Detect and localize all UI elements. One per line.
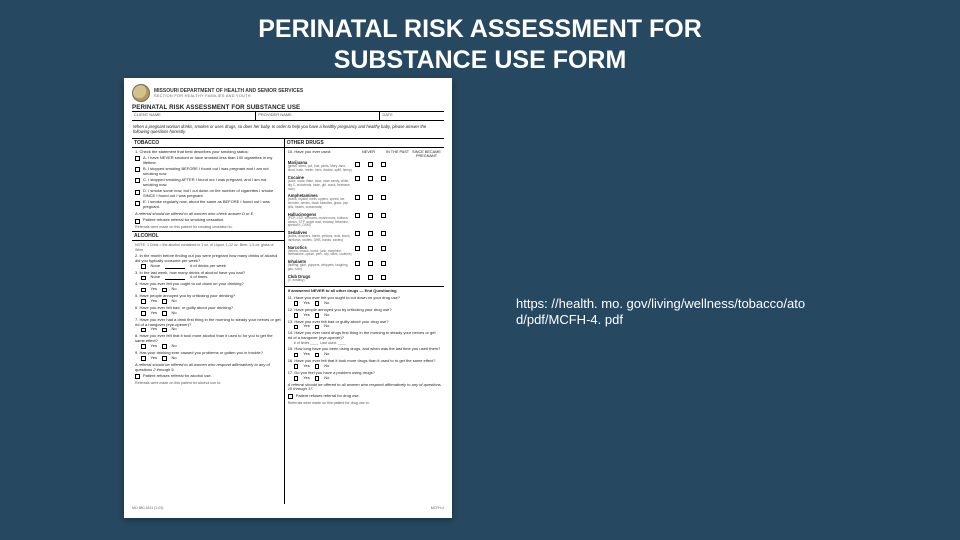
dept-name: MISSOURI DEPARTMENT OF HEALTH AND SENIOR… <box>154 88 303 94</box>
form-document: MISSOURI DEPARTMENT OF HEALTH AND SENIOR… <box>124 78 452 518</box>
col-preg: SINCE BECAME PREGNANT <box>412 150 441 159</box>
alc-referral: A referral should be offered to all wome… <box>135 363 281 373</box>
checkbox-icon <box>381 176 386 181</box>
date-cell: DATE <box>380 112 444 120</box>
alcohol-header: ALCOHOL <box>132 232 284 241</box>
client-name-cell: CLIENT NAME <box>132 112 256 120</box>
footer-right: MCFH-4 <box>431 506 444 510</box>
tobacco-opt: A. I have NEVER smoked or have smoked le… <box>143 156 281 166</box>
tobacco-opt: D. I smoke some now, but I cut down on t… <box>143 189 281 199</box>
state-seal-icon <box>132 84 150 102</box>
drug-row: Inhalants(huffing, glue, poppers, whippe… <box>288 259 441 272</box>
checkbox-icon <box>288 394 293 399</box>
tobacco-referral: A referral should be offered to all wome… <box>135 212 281 217</box>
tobacco-prompt: 1. Check the statement that best describ… <box>135 150 281 155</box>
col-past: IN THE PAST <box>383 150 412 159</box>
id-header-row: CLIENT NAME PROVIDER NAME DATE <box>132 111 444 121</box>
checkbox-icon <box>135 374 140 379</box>
tobacco-opt: C. I stopped smoking AFTER I found out I… <box>143 178 281 188</box>
tobacco-opt: E. I smoke regularly now, about the same… <box>143 200 281 210</box>
checkbox-icon <box>355 275 360 280</box>
col-never: NEVER <box>354 150 383 159</box>
checkbox-icon <box>381 162 386 167</box>
other-referral: A referral should be offered to all wome… <box>288 383 441 393</box>
alcohol-note: NOTE: 1 Drink = the alcohol contained in… <box>135 243 281 252</box>
other-notes: Referrals were made on this patient for … <box>288 401 441 405</box>
checkbox-icon <box>135 201 140 206</box>
checkbox-icon <box>135 219 140 224</box>
checkbox-icon <box>135 167 140 172</box>
footer-left: MO 580-1811 (1-03) <box>132 506 163 510</box>
slide-title: PERINATAL RISK ASSESSMENT FOR SUBSTANCE … <box>0 14 960 77</box>
checkbox-icon <box>355 261 360 266</box>
intro-text: When a pregnant woman drinks, smokes or … <box>132 121 444 138</box>
form-heading: PERINATAL RISK ASSESSMENT FOR SUBSTANCE … <box>132 104 444 111</box>
checkbox-icon <box>368 261 373 266</box>
checkbox-icon <box>368 195 373 200</box>
drug-row: Sedatives(ludes, downers, barbs, yellows… <box>288 230 441 243</box>
checkbox-icon <box>355 176 360 181</box>
checkbox-icon <box>135 156 140 161</box>
none-label: None <box>151 264 161 269</box>
drug-row: Hallucinogens(PCP, LSD, shrooms, mushroo… <box>288 212 441 229</box>
alc-refusal: Patient refuses referral for alcohol use… <box>143 374 212 379</box>
source-url: https: //health. mo. gov/living/wellness… <box>516 296 866 329</box>
title-line1: PERINATAL RISK ASSESSMENT FOR <box>258 15 702 43</box>
alc-notes: Referrals were made on this patient for … <box>135 381 281 385</box>
end-q: 14. Have you ever used drugs first thing… <box>288 331 441 341</box>
checkbox-icon <box>355 162 360 167</box>
checkbox-icon <box>368 213 373 218</box>
checkbox-icon <box>381 246 386 251</box>
checkbox-icon <box>381 231 386 236</box>
end-q: 16. Have you ever felt that it took more… <box>288 359 441 364</box>
checkbox-icon <box>355 246 360 251</box>
checkbox-icon <box>355 231 360 236</box>
dept-section: SECTION FOR HEALTHY FAMILIES AND YOUTH <box>154 94 303 99</box>
checkbox-icon <box>355 213 360 218</box>
other-header: OTHER DRUGS <box>285 139 444 148</box>
drug-row: Cocaine(coke, snow, flake, blow, nose ca… <box>288 175 441 192</box>
checkbox-icon <box>368 246 373 251</box>
checkbox-icon <box>368 231 373 236</box>
tobacco-refusal: Patient refuses referral for smoking ces… <box>143 218 224 223</box>
checkbox-icon <box>381 261 386 266</box>
tobacco-header: TOBACCO <box>132 139 284 148</box>
drug-row: Club Drugs(X, ecstasy) <box>288 274 441 283</box>
tobacco-opt: B. I stopped smoking BEFORE I found out … <box>143 167 281 177</box>
drug-row: Narcotics(heroin, smack, horse, junk, mo… <box>288 245 441 258</box>
checkbox-icon <box>368 275 373 280</box>
checkbox-icon <box>381 275 386 280</box>
checkbox-icon <box>381 195 386 200</box>
provider-name-cell: PROVIDER NAME <box>256 112 380 120</box>
none-label: None <box>151 275 161 280</box>
other-refusal: Patient refuses referral for drug use. <box>296 394 360 399</box>
checkbox-icon <box>135 178 140 183</box>
end-q-header: If answered NEVER to all other drugs — E… <box>288 289 441 294</box>
checkbox-icon <box>368 162 373 167</box>
title-line2: SUBSTANCE USE FORM <box>334 46 627 74</box>
drug-row: Marijuana(grass, weed, pot, bud, joints,… <box>288 160 441 173</box>
checkbox-icon <box>368 176 373 181</box>
checkbox-icon <box>355 195 360 200</box>
tobacco-notes: Referrals were made on this patient for … <box>135 225 281 229</box>
checkbox-icon <box>135 190 140 195</box>
drug-row: Amphetamines(crank, crystal, meth, upper… <box>288 193 441 210</box>
other-prompt: 10. Have you ever used: <box>288 150 354 159</box>
end-q: 15. How long have you been using drugs, … <box>288 347 441 352</box>
checkbox-icon <box>381 213 386 218</box>
